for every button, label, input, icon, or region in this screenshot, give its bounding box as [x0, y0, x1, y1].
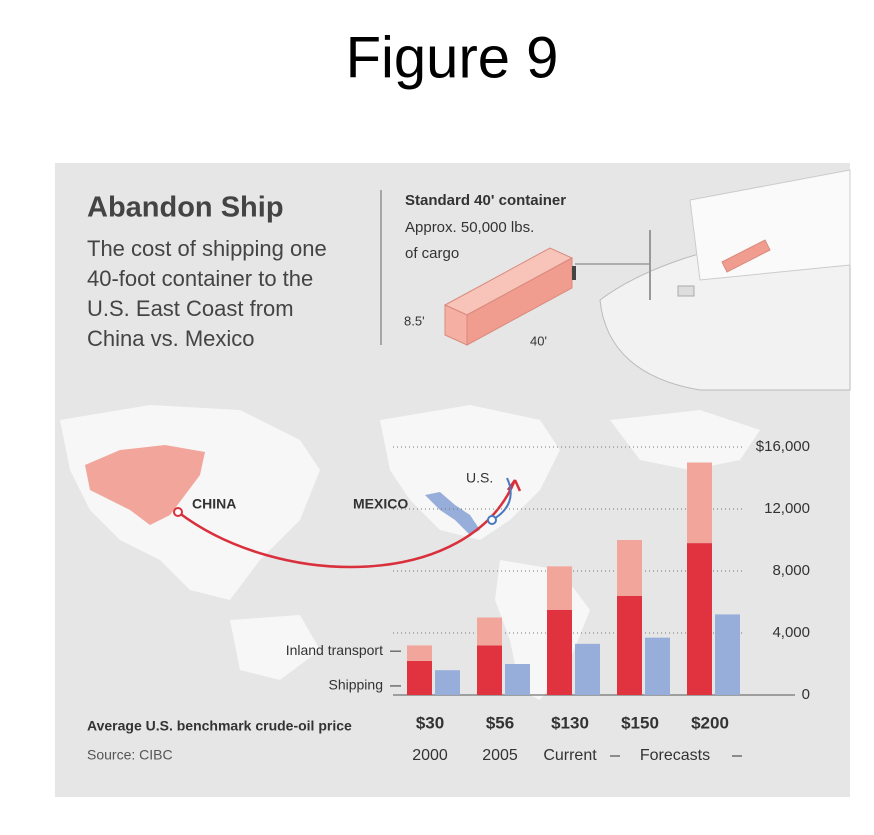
mexico-port [487, 515, 497, 525]
y-tick-label: 0 [802, 686, 810, 703]
map-label: MEXICO [353, 496, 408, 512]
bar [477, 645, 502, 695]
x-tick-label: $150 [621, 713, 659, 732]
ship [599, 169, 851, 391]
bar [407, 660, 432, 695]
bar [547, 566, 572, 610]
figure-label: Figure 9 [346, 25, 559, 90]
route-arrow [506, 479, 522, 492]
subtitle-line: China vs. Mexico [87, 326, 255, 351]
container-text: Approx. 50,000 lbs. [405, 219, 534, 236]
x-tick-label: $30 [416, 713, 444, 732]
x-tick-label: $200 [691, 713, 729, 732]
bar [617, 540, 642, 596]
bar [477, 617, 502, 646]
y-tick-label: 12,000 [764, 500, 810, 517]
container-height: 8.5' [404, 313, 425, 328]
subtitle-line: The cost of shipping one [87, 236, 327, 261]
chart-title: Abandon Ship [87, 192, 284, 224]
bar [617, 595, 642, 695]
period-label: Current [543, 747, 597, 764]
map-label: CHINA [192, 496, 236, 512]
x-tick-label: $130 [551, 713, 589, 732]
map-label: U.S. [466, 470, 493, 486]
bar [547, 609, 572, 695]
china-shape [85, 445, 205, 525]
container-text: of cargo [405, 245, 459, 262]
x-tick-label: $56 [486, 713, 514, 732]
bar [575, 643, 600, 695]
source: Source: CIBC [87, 747, 173, 763]
subtitle-line: 40-foot container to the [87, 266, 313, 291]
bar [645, 637, 670, 695]
y-tick-label: $16,000 [756, 438, 810, 455]
subtitle: The cost of shipping one 40-foot containe… [87, 236, 327, 351]
period-label: 2000 [412, 747, 448, 764]
subtitle-line: U.S. East Coast from [87, 296, 294, 321]
china-port [173, 507, 183, 517]
bar [687, 462, 712, 544]
x-axis-label: Average U.S. benchmark crude-oil price [87, 718, 352, 734]
container-title: Standard 40' container [405, 192, 566, 209]
container-drawing [443, 247, 650, 346]
bar [687, 543, 712, 695]
container-length: 40' [530, 333, 547, 348]
mexico-shape [425, 492, 480, 535]
period-label: 2005 [482, 747, 518, 764]
legend-label: Shipping [329, 677, 384, 693]
bar [435, 670, 460, 695]
y-tick-label: 8,000 [772, 562, 810, 579]
legend-label: Inland transport [286, 642, 383, 658]
bar [505, 664, 530, 695]
forecast-label: Forecasts [640, 747, 710, 764]
bar [715, 614, 740, 695]
y-tick-label: 4,000 [772, 624, 810, 641]
bar [407, 645, 432, 661]
